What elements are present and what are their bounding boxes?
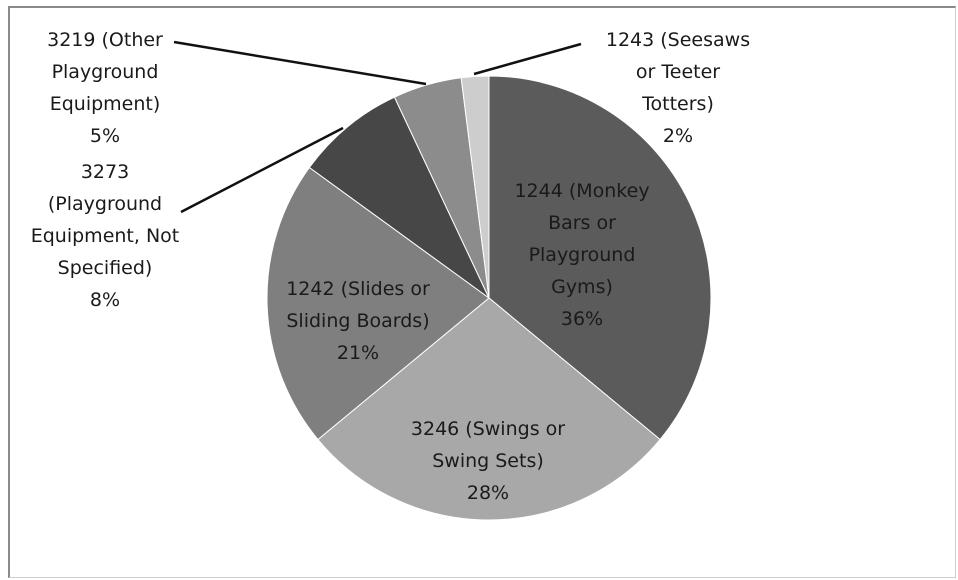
slice-label-line: Sliding Boards)	[286, 310, 429, 332]
leader-line-5	[173, 40, 427, 86]
slice-label-1: 1244 (Monkey Bars or Playground Gyms) 36%	[514, 180, 649, 330]
slice-label-line: 1243 (Seesaws	[606, 29, 750, 51]
slice-label-line: Equipment)	[50, 93, 161, 115]
slice-label-line: Bars or	[548, 212, 616, 234]
slice-label-2: 3246 (Swings or Swing Sets) 28%	[411, 418, 565, 504]
slice-label-3: 1242 (Slides or Sliding Boards) 21%	[286, 278, 430, 364]
slice-label-line: Playground	[52, 61, 159, 83]
slice-label-line: Totters)	[641, 93, 714, 115]
pie-slice-3	[266, 166, 490, 441]
pie-slice-6	[460, 75, 490, 299]
slice-label-line: Playground	[529, 244, 636, 266]
slice-label-6: 1243 (Seesaws or Teeter Totters) 2%	[606, 29, 750, 147]
leader-line-4	[180, 126, 344, 214]
slice-label-line: (Playground	[48, 193, 162, 215]
slice-label-line: 5%	[90, 125, 120, 147]
slice-label-line: 28%	[467, 482, 509, 504]
pie-slice-4	[308, 96, 490, 299]
slice-label-4: 3273 (Playground Equipment, Not Specified) 8…	[31, 161, 180, 311]
slice-label-line: Specified)	[58, 257, 153, 279]
slice-label-line: 1244 (Monkey	[514, 180, 649, 202]
slice-label-line: 3219 (Other	[47, 29, 163, 51]
slice-label-line: Swing Sets)	[432, 450, 544, 472]
pie-slices	[266, 75, 712, 521]
slice-labels: 1244 (Monkey Bars or Playground Gyms) 36% 324…	[31, 29, 750, 504]
slice-label-line: 21%	[337, 342, 379, 364]
pie-slice-2	[317, 297, 661, 521]
slice-label-line: 3246 (Swings or	[411, 418, 565, 440]
slice-label-line: Gyms)	[551, 276, 613, 298]
slice-label-line: or Teeter	[636, 61, 720, 83]
leader-lines	[173, 40, 582, 214]
slice-label-line: Equipment, Not	[31, 225, 180, 247]
pie-slice-1	[488, 75, 712, 441]
slice-label-line: 3273	[81, 161, 129, 183]
slice-label-line: 2%	[663, 125, 693, 147]
slice-label-line: 8%	[90, 289, 120, 311]
slice-label-line: 1242 (Slides or	[286, 278, 430, 300]
slice-label-line: 36%	[561, 308, 603, 330]
slice-label-5: 3219 (Other Playground Equipment) 5%	[47, 29, 163, 147]
leader-line-6	[473, 42, 582, 76]
